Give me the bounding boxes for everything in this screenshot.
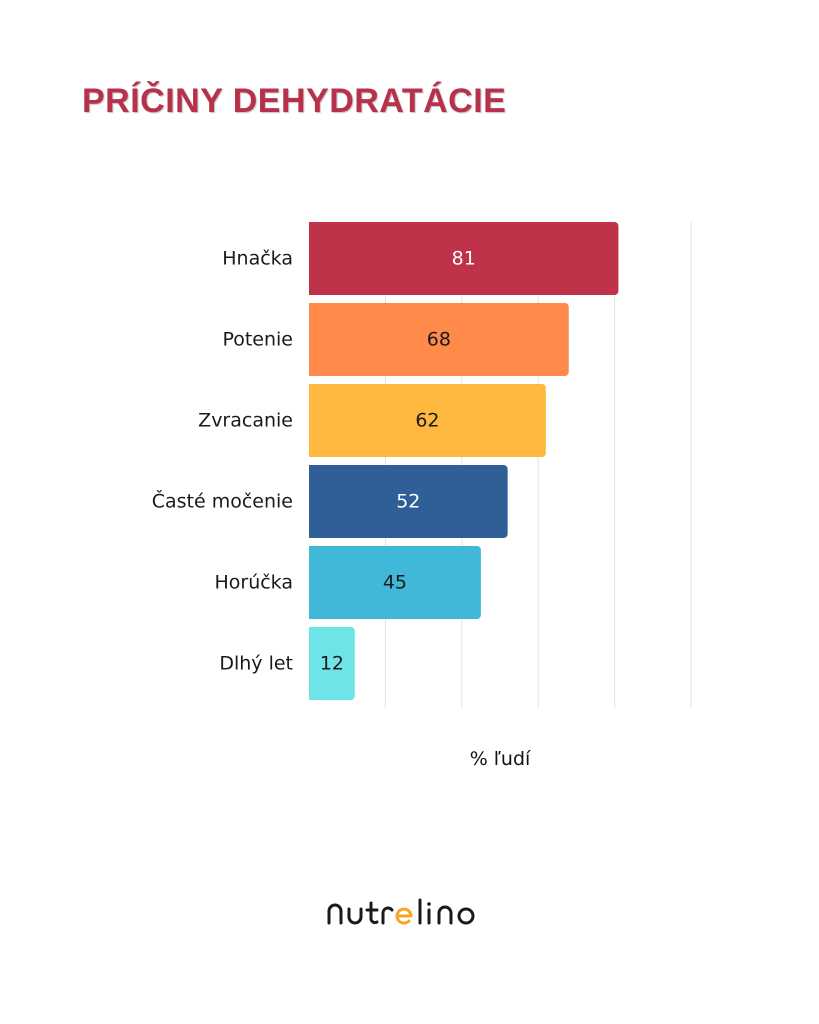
category-label-potenie: Potenie — [222, 329, 293, 351]
category-label-časté-močenie: Časté močenie — [152, 489, 293, 513]
bar-zvracanie — [309, 384, 546, 457]
bar-dlhý-let — [309, 627, 355, 700]
chart-value-labels: 81 68 62 52 45 12 — [320, 248, 476, 675]
category-label-hnačka: Hnačka — [222, 248, 293, 270]
value-label-dlhý-let: 12 — [320, 653, 344, 675]
category-label-zvracanie: Zvracanie — [198, 410, 293, 432]
value-label-časté-močenie: 52 — [396, 491, 420, 513]
nutrelino-logo — [0, 893, 819, 941]
category-label-horúčka: Horúčka — [214, 572, 293, 594]
bar-potenie — [309, 303, 569, 376]
category-label-dlhý-let: Dlhý let — [219, 653, 293, 675]
bar-hnačka — [309, 222, 619, 295]
value-label-zvracanie: 62 — [415, 410, 439, 432]
bar-časté-močenie — [309, 465, 508, 538]
x-axis-label: % ľudí — [469, 748, 531, 770]
chart-title: PRÍČINY DEHYDRATÁCIE — [82, 82, 507, 120]
bar-horúčka — [309, 546, 481, 619]
value-label-potenie: 68 — [427, 329, 451, 351]
chart-bars — [309, 222, 619, 700]
value-label-horúčka: 45 — [383, 572, 407, 594]
chart-category-labels: Hnačka Potenie Zvracanie Časté močenie Horúč… — [152, 248, 293, 675]
nutrelino-logo-mark — [327, 898, 474, 925]
value-label-hnačka: 81 — [452, 248, 476, 270]
